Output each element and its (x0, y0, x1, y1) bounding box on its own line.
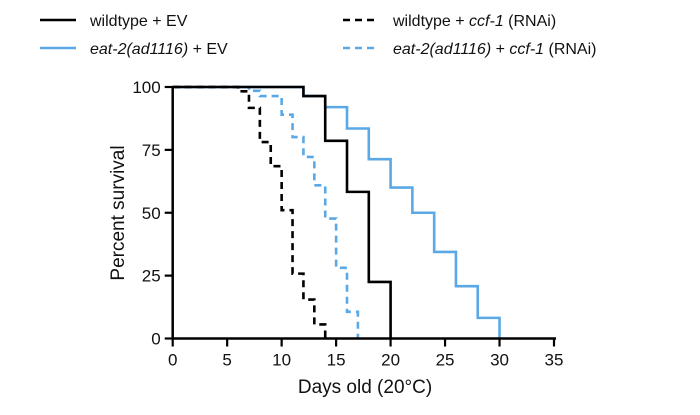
x-tick-label: 10 (272, 351, 291, 370)
legend-label-part: + EV (188, 41, 228, 58)
legend-label: eat-2(ad1116) + ccf-1 (RNAi) (393, 41, 596, 58)
legend-label-part: (RNAi) (504, 13, 556, 30)
legend-label: eat-2(ad1116) + EV (90, 41, 228, 58)
legend-label-part: wildtype + (392, 13, 469, 30)
x-tick-label: 0 (168, 351, 177, 370)
series-line-1 (172, 85, 327, 339)
x-tick-label: 35 (545, 351, 564, 370)
legend-label-part: ccf-1 (469, 13, 504, 30)
legend-label-part: (RNAi) (544, 41, 596, 58)
legend-item: wildtype + EV (40, 13, 188, 30)
legend-item: eat-2(ad1116) + ccf-1 (RNAi) (343, 41, 596, 58)
series-line-0 (172, 85, 392, 339)
x-tick-label: 25 (436, 351, 455, 370)
y-tick-label: 75 (142, 141, 161, 160)
y-axis-label: Percent survival (108, 145, 129, 280)
x-tick-label: 30 (490, 351, 509, 370)
x-tick-label: 20 (381, 351, 400, 370)
legend-label-part: eat-2(ad1116) (90, 41, 188, 58)
x-axis-label: Days old (20°C) (298, 377, 432, 398)
x-tick-label: 5 (222, 351, 231, 370)
legend-label-part: eat-2(ad1116) (393, 41, 491, 58)
y-tick-label: 0 (151, 330, 160, 349)
legend-label: wildtype + EV (89, 13, 188, 30)
legend-item: eat-2(ad1116) + EV (40, 41, 228, 58)
y-tick-label: 100 (132, 78, 160, 97)
legend-label-part: wildtype + EV (89, 13, 188, 30)
legend-label: wildtype + ccf-1 (RNAi) (392, 13, 556, 30)
y-tick-label: 25 (142, 267, 161, 286)
legend-item: wildtype + ccf-1 (RNAi) (343, 13, 556, 30)
plot-area (172, 85, 501, 339)
series-line-2 (172, 85, 501, 339)
series-line-3 (172, 85, 360, 339)
y-tick-label: 50 (142, 204, 161, 223)
legend-label-part: ccf-1 (509, 41, 544, 58)
legend: wildtype + EV wildtype + ccf-1 (RNAi)eat-… (40, 13, 596, 58)
legend-label-part: + (491, 41, 509, 58)
axes: 0 5 10 15 20 25 30 35 0 25 50 75 100 (132, 78, 563, 370)
x-tick-label: 15 (327, 351, 346, 370)
